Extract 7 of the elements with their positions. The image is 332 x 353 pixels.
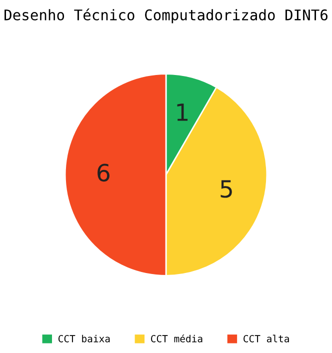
legend-label: CCT média xyxy=(151,334,202,342)
chart-title: Desenho Técnico Computadorizado DINT6 xyxy=(4,8,328,24)
legend-label: CCT baixa xyxy=(58,334,110,342)
data-label: 6 xyxy=(98,164,110,182)
data-label: 1 xyxy=(177,104,188,121)
data-label: 5 xyxy=(220,180,232,198)
legend-label: CCT alta xyxy=(244,334,289,342)
